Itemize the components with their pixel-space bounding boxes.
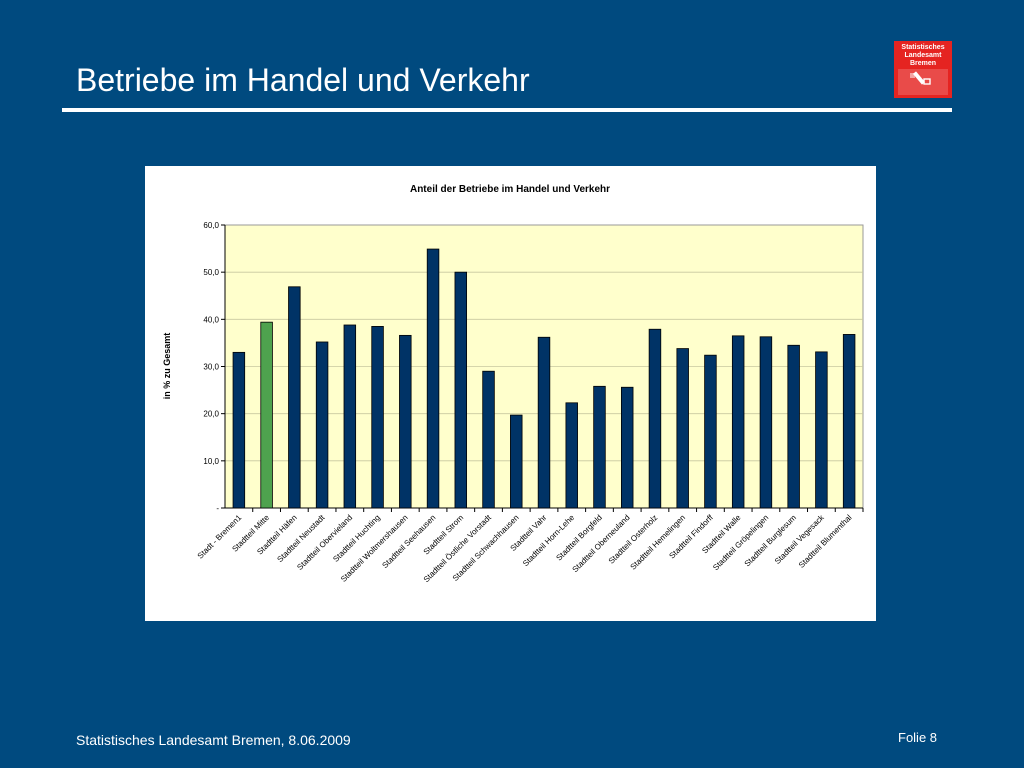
bar	[537, 336, 551, 509]
x-tick-label: Stadtteil Blumenthal	[797, 513, 854, 570]
chart-title: Anteil der Betriebe im Handel und Verkeh…	[410, 184, 610, 195]
bar	[426, 248, 440, 509]
x-tick-label: Stadtteil Vegesack	[773, 512, 827, 566]
bar	[815, 351, 828, 509]
y-tick-label: 10,0	[203, 457, 219, 466]
y-tick-label: 30,0	[203, 363, 219, 372]
bar	[620, 386, 634, 509]
bar	[399, 334, 412, 509]
bar	[787, 344, 800, 509]
bar	[288, 286, 301, 509]
bar	[704, 354, 717, 509]
bar	[510, 414, 523, 509]
logo-line-1: Statistisches	[901, 44, 945, 51]
bar	[260, 321, 273, 509]
title-divider	[62, 108, 952, 112]
slide-title: Betriebe im Handel und Verkehr	[76, 62, 530, 98]
x-tick-label: Stadtteil Burglesum	[743, 513, 799, 569]
y-axis-label: in % zu Gesamt	[162, 333, 172, 400]
logo-line-2: Landesamt	[904, 52, 942, 59]
statistisches-landesamt-logo: Statistisches Landesamt Bremen	[894, 41, 952, 98]
bar	[759, 336, 773, 509]
bar	[315, 341, 329, 509]
y-tick-label: 40,0	[203, 315, 219, 324]
bar	[232, 351, 246, 509]
logo-text: Statistisches Landesamt Bremen	[894, 44, 952, 68]
bar	[371, 326, 384, 509]
bar	[676, 348, 689, 509]
bar	[731, 335, 745, 509]
bar	[565, 402, 578, 509]
bar	[454, 271, 468, 509]
y-tick-label: 60,0	[203, 221, 219, 230]
bar-chart: Anteil der Betriebe im Handel und Verkeh…	[162, 184, 864, 584]
x-tick-label: Stadtteil Horn-Lehe	[521, 513, 576, 568]
y-tick-label: -	[216, 504, 219, 513]
chart-panel: Anteil der Betriebe im Handel und Verkeh…	[145, 166, 876, 621]
x-tick-label: Stadtteil Neustadt	[275, 513, 327, 565]
footer-source: Statistisches Landesamt Bremen, 8.06.200…	[76, 732, 351, 748]
x-tick-label: Stadtteil Osterholz	[607, 513, 660, 566]
bar	[343, 324, 357, 509]
bremen-key-icon	[898, 69, 948, 95]
bar	[842, 334, 856, 509]
y-tick-label: 50,0	[203, 268, 219, 277]
bar	[593, 385, 606, 509]
bar	[648, 328, 662, 509]
slide-number: Folie 8	[898, 730, 938, 745]
x-tick-label: Stadtteil Seehausen	[380, 513, 437, 570]
bar	[482, 370, 495, 509]
logo-line-3: Bremen	[909, 60, 937, 67]
y-tick-label: 20,0	[203, 410, 219, 419]
